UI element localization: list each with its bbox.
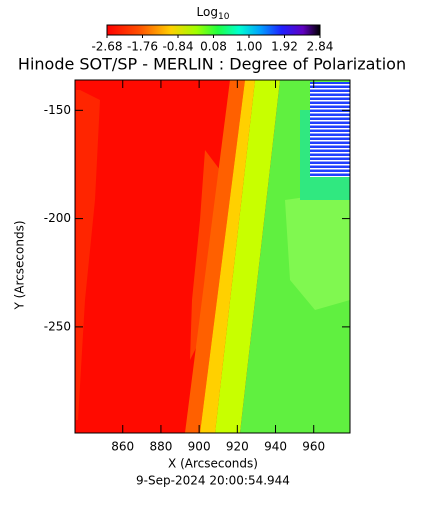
y-tick-label: -250 xyxy=(44,319,71,333)
colorbar-tick-label: 2.84 xyxy=(307,40,334,54)
colorbar-tick-label: 0.08 xyxy=(200,40,227,54)
x-tick-label: 960 xyxy=(302,440,325,454)
colorbar-tick-label: 1.00 xyxy=(236,40,263,54)
colorbar-tick-label: -0.84 xyxy=(162,40,193,54)
heatmap xyxy=(75,80,350,433)
y-axis-title: Y (Arcseconds) xyxy=(13,220,27,310)
x-tick-label: 940 xyxy=(264,440,287,454)
plot-frame xyxy=(74,79,351,434)
colorbar-label: Log10 xyxy=(197,5,230,22)
chart-title: Hinode SOT/SP - MERLIN : Degree of Polar… xyxy=(18,55,406,74)
colorbar-tick-label: 1.92 xyxy=(271,40,298,54)
x-tick-label: 920 xyxy=(226,440,249,454)
x-tick-label: 860 xyxy=(111,440,134,454)
x-tick-label: 880 xyxy=(149,440,172,454)
date-label: 9-Sep-2024 20:00:54.944 xyxy=(136,474,290,488)
y-tick-label: -200 xyxy=(44,211,71,225)
x-tick-label: 900 xyxy=(188,440,211,454)
y-tick-label: -150 xyxy=(44,103,71,117)
colorbar-tick-label: -2.68 xyxy=(91,40,122,54)
x-axis-title: X (Arcseconds) xyxy=(168,457,258,471)
colorbar-tick-label: -1.76 xyxy=(127,40,158,54)
colorbar xyxy=(106,24,321,36)
